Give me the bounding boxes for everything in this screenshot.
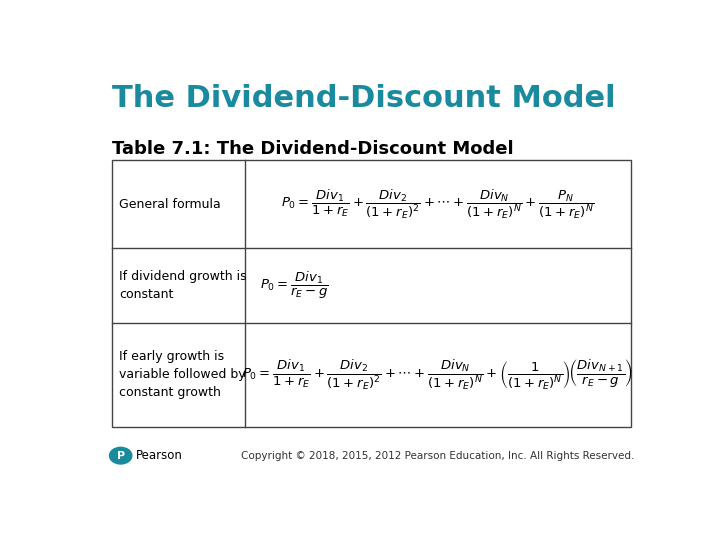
Text: The Dividend-Discount Model: The Dividend-Discount Model bbox=[112, 84, 616, 112]
Bar bbox=[113, 323, 245, 427]
Circle shape bbox=[109, 447, 132, 464]
Text: $P_0 = \dfrac{Div_1}{1+r_E} + \dfrac{Div_2}{(1+r_E)^2} + \cdots + \dfrac{Div_N}{: $P_0 = \dfrac{Div_1}{1+r_E} + \dfrac{Div… bbox=[243, 357, 634, 392]
Text: Table 7.1: The Dividend-Discount Model: Table 7.1: The Dividend-Discount Model bbox=[112, 140, 514, 158]
Bar bbox=[113, 160, 245, 248]
Text: General formula: General formula bbox=[119, 198, 221, 211]
Text: Pearson: Pearson bbox=[136, 449, 183, 462]
Text: If early growth is
variable followed by
constant growth: If early growth is variable followed by … bbox=[119, 350, 246, 399]
Text: If dividend growth is
constant: If dividend growth is constant bbox=[119, 270, 247, 301]
Bar bbox=[112, 160, 631, 427]
Text: P: P bbox=[117, 451, 125, 461]
Text: $P_0 = \dfrac{Div_1}{r_E - g}$: $P_0 = \dfrac{Div_1}{r_E - g}$ bbox=[260, 270, 329, 301]
Text: Copyright © 2018, 2015, 2012 Pearson Education, Inc. All Rights Reserved.: Copyright © 2018, 2015, 2012 Pearson Edu… bbox=[240, 451, 634, 461]
Bar bbox=[113, 248, 245, 323]
Text: $P_0 = \dfrac{Div_1}{1+r_E} + \dfrac{Div_2}{(1+r_E)^2} + \cdots + \dfrac{Div_N}{: $P_0 = \dfrac{Div_1}{1+r_E} + \dfrac{Div… bbox=[282, 187, 595, 221]
